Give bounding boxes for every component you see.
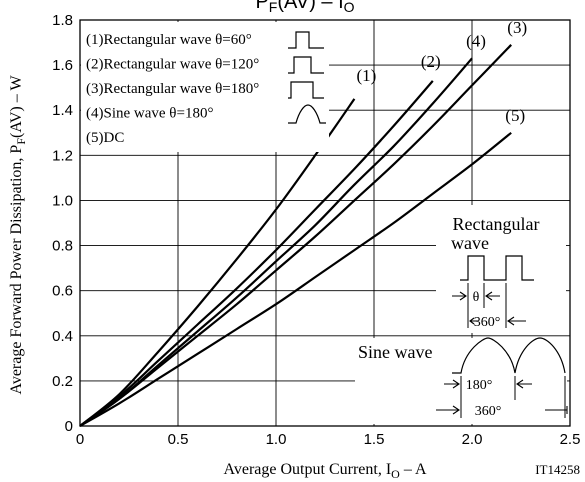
- y-tick-label: 1.6: [52, 57, 73, 74]
- theta-arrow-left: [452, 291, 467, 301]
- curve-3: [79, 44, 512, 427]
- y-label-unit: (AV) – W: [8, 75, 25, 138]
- sine-half-arrow-right: [516, 379, 532, 389]
- sine-wave-shape: [452, 337, 566, 374]
- curve-5: [79, 131, 512, 427]
- figure-code: IT14258: [535, 462, 580, 477]
- x-tick-label: 1.0: [266, 431, 287, 448]
- sine-inset-title: Sine wave: [358, 342, 432, 362]
- curve-label-3: (3): [507, 18, 527, 37]
- y-tick-label: 0.8: [52, 238, 73, 255]
- legend-symbol-4: [288, 104, 326, 124]
- legend: (1)Rectangular wave θ=60° (2)Rectangular …: [86, 31, 326, 146]
- sine-period-label: 360°: [475, 404, 502, 419]
- curve-label-1: (1): [356, 66, 376, 85]
- rectangular-wave-inset: Rectangular wave θ 360°: [436, 205, 566, 333]
- y-tick-label: 1.2: [52, 147, 73, 164]
- x-tick-label: 2.0: [462, 431, 483, 448]
- legend-item-1: (1)Rectangular wave θ=60°: [86, 32, 252, 48]
- sine-half-label: 180°: [466, 378, 493, 393]
- legend-box: [81, 22, 329, 152]
- curve-label-5: (5): [505, 106, 525, 125]
- x-tick-label: 0.5: [168, 431, 189, 448]
- plot-frame: [79, 19, 571, 427]
- legend-symbol-2: [288, 56, 324, 74]
- x-tick-label: 2.5: [560, 431, 581, 448]
- period-arrow-left: [469, 317, 478, 325]
- y-tick-label: 1.8: [52, 12, 73, 29]
- x-tick-labels: 0 0.5 1.0 1.5 2.0 2.5: [76, 431, 581, 448]
- chart-title: PF(AV) – IO: [255, 0, 354, 15]
- y-tick-label: 0: [65, 418, 73, 435]
- x-axis-label: Average Output Current, IO – A: [224, 461, 427, 481]
- x-tick-label: 0: [76, 431, 84, 448]
- legend-item-3: (3)Rectangular wave θ=180°: [86, 81, 259, 97]
- curve-1: [79, 98, 356, 427]
- title-main: P: [255, 0, 268, 13]
- period-arrow-right: [507, 316, 526, 326]
- title-rest-sub: O: [344, 0, 355, 15]
- y-label-sub: F: [14, 138, 28, 145]
- sine-period-arrow-right: [545, 406, 568, 414]
- sine-wave-inset: Sine wave 180° 360°: [355, 337, 568, 424]
- x-label-unit: – A: [400, 461, 427, 478]
- title-rest: (AV) – I: [277, 0, 343, 13]
- y-tick-labels: 0 0.2 0.4 0.6 0.8 1.0 1.2 1.4 1.6 1.8: [52, 12, 73, 435]
- x-label-main: Average Output Current, I: [224, 461, 392, 478]
- y-label-main: Average Forward Power Dissipation, P: [8, 145, 25, 395]
- rect-inset-title-1: Rectangular: [453, 214, 540, 234]
- x-tick-label: 1.5: [364, 431, 385, 448]
- curve-labels: (1) (2) (3) (4) (5): [356, 18, 527, 125]
- y-tick-label: 0.6: [52, 283, 73, 300]
- rect-period-label: 360°: [474, 315, 501, 330]
- curve-label-4: (4): [466, 31, 486, 50]
- legend-item-2: (2)Rectangular wave θ=120°: [86, 57, 259, 73]
- y-tick-label: 0.4: [52, 328, 73, 345]
- legend-symbol-3: [288, 81, 324, 99]
- legend-item-4: (4)Sine wave θ=180°: [86, 106, 213, 122]
- y-tick-label: 1.0: [52, 192, 73, 209]
- curve-label-2: (2): [421, 52, 441, 71]
- rect-inset-bg: [436, 205, 566, 333]
- x-label-sub: O: [391, 467, 400, 481]
- rect-wave-shape: [460, 255, 534, 281]
- curve-2: [79, 80, 434, 427]
- legend-item-5: (5)DC: [86, 130, 124, 146]
- y-tick-label: 1.4: [52, 102, 73, 119]
- curves: [79, 44, 512, 427]
- theta-arrow-right: [485, 291, 500, 301]
- curve-4: [79, 57, 473, 427]
- y-axis-label: Average Forward Power Dissipation, PF(AV…: [8, 75, 28, 395]
- sine-period-arrow-left: [436, 405, 460, 415]
- title-main-sub: F: [269, 0, 278, 15]
- theta-label: θ: [473, 290, 480, 305]
- legend-symbol-1: [288, 31, 324, 49]
- y-tick-label: 0.2: [52, 373, 73, 390]
- rect-inset-title-2: wave: [451, 233, 489, 253]
- sine-half-arrow-left: [444, 379, 460, 389]
